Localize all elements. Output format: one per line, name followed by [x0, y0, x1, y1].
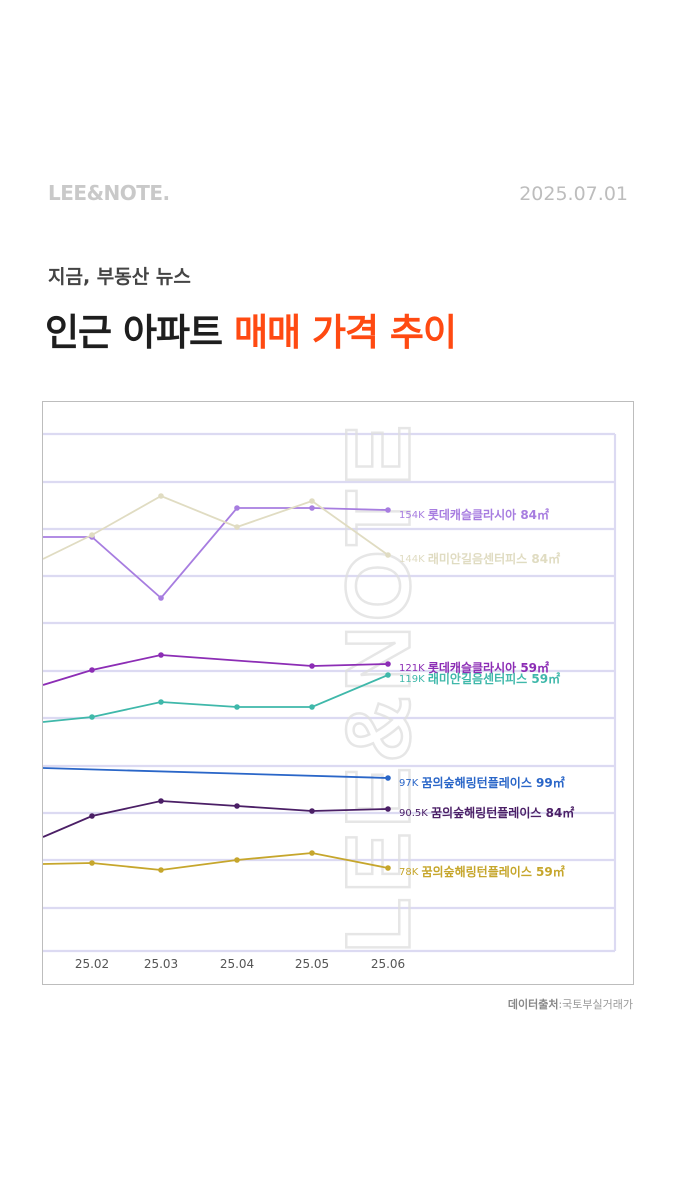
series-line — [43, 800, 389, 838]
series-end-value: 78K — [399, 867, 421, 878]
data-point — [385, 775, 391, 781]
tick-layer: 25.02 25.03 25.04 25.05 25.06 — [75, 957, 405, 971]
series-layer — [43, 493, 391, 873]
data-point — [385, 552, 391, 558]
data-point — [158, 493, 164, 499]
data-point — [309, 498, 315, 504]
data-point — [234, 803, 240, 809]
series-name: 꿈의숲해링턴플레이스 59㎡ — [421, 864, 564, 879]
data-point — [385, 806, 391, 812]
source-key: 데이터출처 — [507, 998, 559, 1011]
series-end-value: 121K — [399, 663, 428, 674]
post-date: 2025.07.01 — [519, 183, 628, 205]
title-plain: 인근 아파트 — [45, 311, 223, 354]
data-point — [309, 850, 315, 856]
data-point — [234, 505, 240, 511]
series-end-value: 154K — [399, 510, 428, 521]
series-end-label: 121K 롯데캐슬클라시아 59㎡ — [399, 660, 549, 675]
series-name: 래미안길음센터피스 84㎡ — [428, 551, 560, 566]
data-source: 데이터출처:국토부실거래가 — [508, 996, 633, 1012]
data-point — [309, 704, 315, 710]
data-point — [309, 505, 315, 511]
data-point — [158, 652, 164, 658]
label-layer: 154K 롯데캐슬클라시아 84㎡ 144K 래미안길음센터피스 84㎡ 121K … — [399, 507, 574, 879]
series-name: 롯데캐슬클라시아 59㎡ — [428, 660, 549, 675]
data-point — [309, 808, 315, 814]
series-end-label: 144K 래미안길음센터피스 84㎡ — [399, 551, 560, 566]
x-tick-label: 25.05 — [295, 957, 329, 971]
series-line — [43, 852, 389, 871]
series-name: 롯데캐슬클라시아 84㎡ — [428, 507, 549, 522]
grid-layer — [43, 432, 617, 953]
data-point — [89, 813, 95, 819]
data-point — [385, 672, 391, 678]
subtitle: 지금, 부동산 뉴스 — [48, 266, 191, 288]
series-name: 래미안길음센터피스 59㎡ — [428, 671, 560, 686]
series-end-value: 144K — [399, 554, 428, 565]
series-line — [43, 674, 389, 723]
series-end-value: 97K — [399, 778, 421, 789]
source-value: :국토부실거래가 — [558, 998, 633, 1011]
series-name: 꿈의숲해링턴플레이스 99㎡ — [421, 775, 564, 790]
series-line — [43, 495, 389, 560]
series-end-label: 78K 꿈의숲해링턴플레이스 59㎡ — [399, 864, 565, 879]
series-end-value: 119K — [399, 674, 428, 685]
data-point — [158, 867, 164, 873]
series-end-label: 154K 롯데캐슬클라시아 84㎡ — [399, 507, 549, 522]
series-line — [43, 507, 389, 600]
series-end-value: 90.5K — [399, 808, 431, 819]
series-end-label: 97K 꿈의숲해링턴플레이스 99㎡ — [399, 775, 565, 790]
x-tick-label: 25.06 — [371, 957, 405, 971]
x-tick-label: 25.03 — [144, 957, 178, 971]
data-point — [89, 860, 95, 866]
x-tick-label: 25.02 — [75, 957, 109, 971]
data-point — [234, 857, 240, 863]
data-point — [385, 865, 391, 871]
data-point — [158, 699, 164, 705]
title-accent: 매매 가격 추이 — [233, 311, 457, 354]
series-line — [43, 767, 389, 779]
data-point — [385, 507, 391, 513]
data-point — [234, 524, 240, 530]
data-point — [89, 532, 95, 538]
data-point — [309, 663, 315, 669]
series-name: 꿈의숲해링턴플레이스 84㎡ — [431, 805, 574, 820]
data-point — [234, 704, 240, 710]
data-point — [158, 798, 164, 804]
series-end-label: 119K 래미안길음센터피스 59㎡ — [399, 671, 560, 686]
data-point — [89, 667, 95, 673]
data-point — [89, 714, 95, 720]
data-point — [158, 595, 164, 601]
chart-frame: LEE&NOTE 154K 롯데캐슬클라시아 84㎡ 144K 래미안길음센터피스… — [42, 401, 634, 985]
page-title: 인근 아파트 매매 가격 추이 — [45, 302, 457, 356]
brand-logo: LEE&NOTE. — [48, 181, 170, 205]
x-tick-label: 25.04 — [220, 957, 254, 971]
data-point — [385, 661, 391, 667]
series-end-label: 90.5K 꿈의숲해링턴플레이스 84㎡ — [399, 805, 574, 820]
